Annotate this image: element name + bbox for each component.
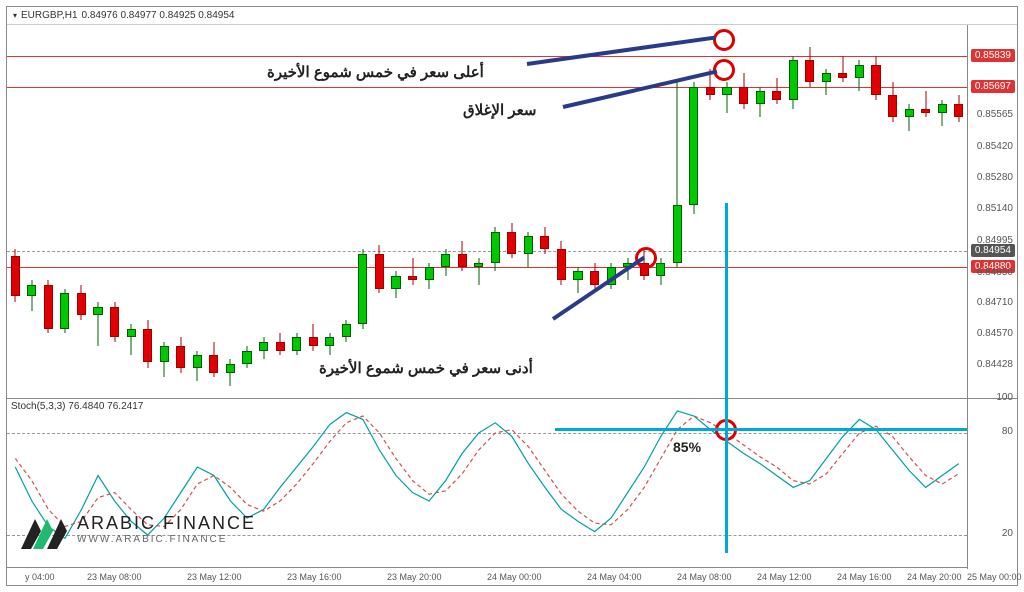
logo-subtitle: WWW.ARABIC.FINANCE (77, 534, 256, 545)
logo-icon (21, 509, 67, 549)
indicator-y-axis: 2080100 (967, 399, 1017, 569)
time-x-axis: y 04:0023 May 08:0023 May 12:0023 May 16… (7, 567, 967, 585)
circle-high-mark (713, 29, 735, 51)
chart-header: ▾ EURGBP,H1 0.84976 0.84977 0.84925 0.84… (7, 7, 1017, 25)
label-highest-price: أعلى سعر في خمس شموع الأخيرة (267, 63, 484, 81)
price-y-axis: 0.858390.856970.855650.854200.852800.851… (967, 25, 1017, 399)
logo-title: ARABIC FINANCE (77, 513, 256, 534)
chart-container: ▾ EURGBP,H1 0.84976 0.84977 0.84925 0.84… (6, 6, 1018, 586)
cross-horizontal (555, 428, 967, 431)
symbol-label: EURGBP,H1 (21, 10, 78, 21)
stoch-pct-label: 85% (673, 439, 701, 455)
label-close-price: سعر الإغلاق (463, 101, 536, 119)
cross-vertical (725, 203, 728, 553)
price-chart[interactable] (7, 25, 967, 399)
watermark-logo: ARABIC FINANCE WWW.ARABIC.FINANCE (21, 509, 256, 549)
label-lowest-price: أدنى سعر في خمس شموع الأخيرة (319, 359, 533, 377)
ohlc-label: 0.84976 0.84977 0.84925 0.84954 (82, 10, 235, 21)
dropdown-arrow-icon[interactable]: ▾ (13, 11, 17, 20)
